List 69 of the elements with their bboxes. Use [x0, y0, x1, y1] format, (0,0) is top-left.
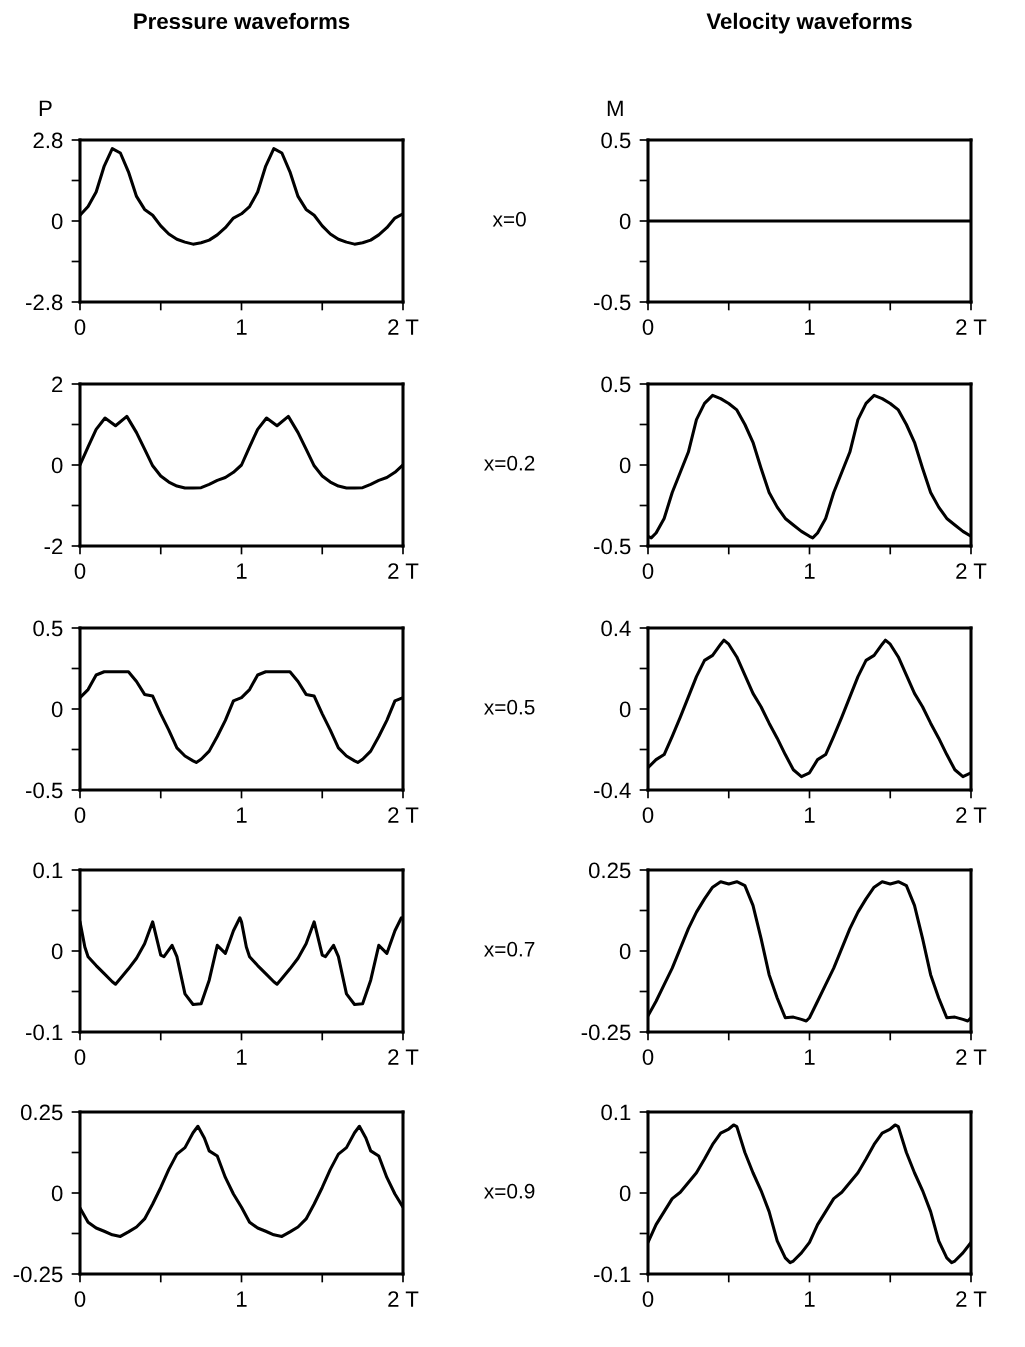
- x-tick-label: 1: [237, 319, 247, 335]
- y-axis-title: M: [607, 100, 623, 116]
- y-tick-label: 0: [619, 213, 631, 230]
- y-tick-label: 0.1: [601, 1104, 631, 1121]
- x-tick-label: 0: [74, 1291, 86, 1307]
- text: x=0.5: [484, 699, 535, 715]
- x-tick-label: 0: [642, 1291, 654, 1307]
- x-tick-label: 2 T: [956, 1291, 987, 1307]
- x-tick-label: 0: [642, 807, 654, 823]
- y-tick-label: -0.5: [594, 294, 631, 311]
- x-tick-label: 1: [805, 563, 815, 579]
- x-tick-label: 1: [237, 1049, 247, 1065]
- y-tick-label: 0.5: [33, 620, 63, 637]
- y-tick-label: 0: [619, 457, 631, 474]
- y-tick-label: 0: [51, 457, 63, 474]
- x-tick-label: 2 T: [388, 807, 419, 823]
- x-tick-label: 2 T: [956, 563, 987, 579]
- x-tick-label: 1: [237, 563, 247, 579]
- y-tick-label: -0.1: [594, 1266, 631, 1283]
- x-tick-label: 2 T: [388, 319, 419, 335]
- y-tick-label: 0.4: [601, 620, 631, 637]
- x-tick-label: 2 T: [388, 563, 419, 579]
- y-tick-label: -2: [44, 538, 63, 555]
- y-tick-label: 0: [619, 1185, 631, 1202]
- y-tick-label: 0.5: [601, 132, 631, 149]
- x-tick-label: 0: [642, 563, 654, 579]
- x-tick-label: 1: [805, 319, 815, 335]
- x-tick-label: 1: [805, 1049, 815, 1065]
- x-tick-label: 2 T: [956, 319, 987, 335]
- y-tick-label: -0.25: [13, 1266, 63, 1283]
- y-tick-label: -2.8: [26, 294, 63, 311]
- x-tick-label: 0: [74, 1049, 86, 1065]
- text: x=0.2: [484, 455, 535, 471]
- x-tick-label: 0: [74, 807, 86, 823]
- text: x=0.7: [484, 941, 535, 957]
- y-tick-label: -0.5: [594, 538, 631, 555]
- x-tick-label: 2 T: [956, 807, 987, 823]
- x-tick-label: 1: [805, 1291, 815, 1307]
- x-tick-label: 0: [642, 319, 654, 335]
- y-tick-label: 0.5: [601, 376, 631, 393]
- chart-title: Pressure waveforms: [134, 12, 350, 30]
- x-tick-label: 1: [237, 807, 247, 823]
- y-tick-label: 0.25: [20, 1104, 63, 1121]
- y-tick-label: 0: [51, 1185, 63, 1202]
- y-tick-label: 0: [51, 943, 63, 960]
- y-tick-label: 0.25: [588, 862, 631, 879]
- x-tick-label: 2 T: [388, 1291, 419, 1307]
- chart-title: Velocity waveforms: [706, 12, 912, 34]
- y-tick-label: 2.8: [33, 132, 63, 149]
- y-tick-label: 0: [51, 701, 63, 718]
- text: x=0: [492, 211, 526, 227]
- x-tick-label: 2 T: [388, 1049, 419, 1065]
- y-tick-label: 0: [619, 701, 631, 718]
- x-tick-label: 0: [74, 563, 86, 579]
- y-tick-label: 0.1: [33, 862, 63, 879]
- y-tick-label: 2: [52, 376, 63, 393]
- x-tick-label: 1: [237, 1291, 247, 1307]
- x-tick-label: 0: [642, 1049, 654, 1065]
- x-tick-label: 0: [74, 319, 86, 335]
- x-tick-label: 2 T: [956, 1049, 987, 1065]
- y-axis-title: P: [39, 100, 52, 116]
- x-tick-label: 1: [805, 807, 815, 823]
- y-tick-label: -0.25: [581, 1024, 631, 1041]
- text: x=0.9: [484, 1183, 535, 1199]
- y-tick-label: 0: [619, 943, 631, 960]
- y-tick-label: -0.5: [26, 782, 63, 799]
- y-tick-label: 0: [51, 213, 63, 230]
- y-tick-label: -0.4: [594, 782, 631, 799]
- y-tick-label: -0.1: [26, 1024, 63, 1041]
